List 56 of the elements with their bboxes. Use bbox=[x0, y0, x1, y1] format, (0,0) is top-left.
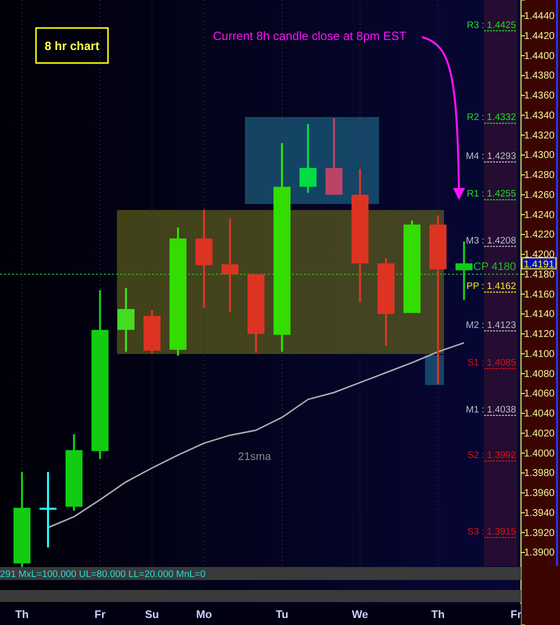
x-tick-label: Th bbox=[431, 608, 445, 621]
text: 1.4320 bbox=[524, 130, 555, 142]
text: 1.4140 bbox=[524, 309, 555, 320]
text: 8 hr chart bbox=[44, 39, 100, 53]
text: 1.4040 bbox=[524, 408, 555, 420]
ref-line-label: M3 : 1.4208 bbox=[466, 235, 516, 246]
text: 1.4180 bbox=[524, 269, 555, 280]
ref-line-label: CP 4180 bbox=[473, 261, 516, 274]
text: 1.4100 bbox=[524, 348, 555, 360]
x-tick-label: Tu bbox=[276, 608, 288, 621]
x-tick-label: We bbox=[352, 608, 368, 621]
ref-line-label: M2 : 1.4123 bbox=[466, 320, 516, 331]
text: 1.4400 bbox=[524, 50, 555, 62]
ref-line-label: M1 : 1.4038 bbox=[466, 404, 516, 416]
candlestick bbox=[118, 287, 134, 353]
text: 1.4240 bbox=[524, 210, 555, 221]
text: 1.4340 bbox=[524, 110, 555, 122]
text: 1.4420 bbox=[524, 30, 555, 42]
text: 1.3920 bbox=[524, 528, 555, 539]
text: 1.4020 bbox=[524, 428, 555, 440]
ref-line-label: M4 : 1.4293 bbox=[466, 150, 516, 162]
annotation: 291 MxL=100.000 UL=80.000 LL=20.000 MnL=0 bbox=[0, 569, 206, 580]
series-label: 21sma bbox=[238, 451, 272, 464]
text: 1.3980 bbox=[524, 468, 555, 480]
text: 1.4060 bbox=[524, 388, 555, 400]
text: 1.4440 bbox=[524, 11, 555, 22]
x-tick-label: Th bbox=[15, 608, 29, 621]
x-tick-label: Fr bbox=[94, 608, 106, 621]
text: 1.4220 bbox=[524, 230, 555, 241]
text: 1.4380 bbox=[524, 70, 555, 82]
text: 1.3940 bbox=[524, 508, 555, 519]
text: 1.4160 bbox=[524, 289, 555, 300]
annotation: Current 8h candle close at 8pm EST bbox=[213, 29, 408, 43]
text: 1.4120 bbox=[524, 329, 555, 340]
ref-line-label: S3 : 1.3915 bbox=[467, 526, 516, 538]
ref-line-label: R3 : 1.4425 bbox=[466, 20, 516, 31]
text: 1.4260 bbox=[524, 190, 555, 201]
ref-line-label: PP : 1.4162 bbox=[466, 281, 516, 292]
text: 1.3960 bbox=[524, 488, 555, 500]
ref-line-label: R2 : 1.4332 bbox=[466, 112, 516, 124]
ref-line-label: R1 : 1.4255 bbox=[466, 188, 516, 200]
text: 1.4200 bbox=[524, 250, 555, 261]
candlestick bbox=[222, 218, 238, 314]
text: 1.4080 bbox=[524, 368, 555, 380]
ref-line-label: S2 : 1.3992 bbox=[467, 450, 516, 462]
x-tick-label: Mo bbox=[196, 608, 212, 621]
candlestick bbox=[40, 470, 56, 548]
text: 1.3900 bbox=[524, 548, 555, 559]
text: 1.4280 bbox=[524, 170, 555, 182]
x-tick-label: Su bbox=[144, 608, 160, 621]
text: 1.4300 bbox=[524, 150, 555, 162]
text: 1.4000 bbox=[524, 448, 555, 460]
ref-line-label: S1 : 1.4085 bbox=[467, 358, 516, 369]
text: 1.4360 bbox=[524, 90, 555, 102]
candlestick bbox=[300, 123, 316, 194]
annotation: 1.4191 bbox=[524, 259, 555, 270]
